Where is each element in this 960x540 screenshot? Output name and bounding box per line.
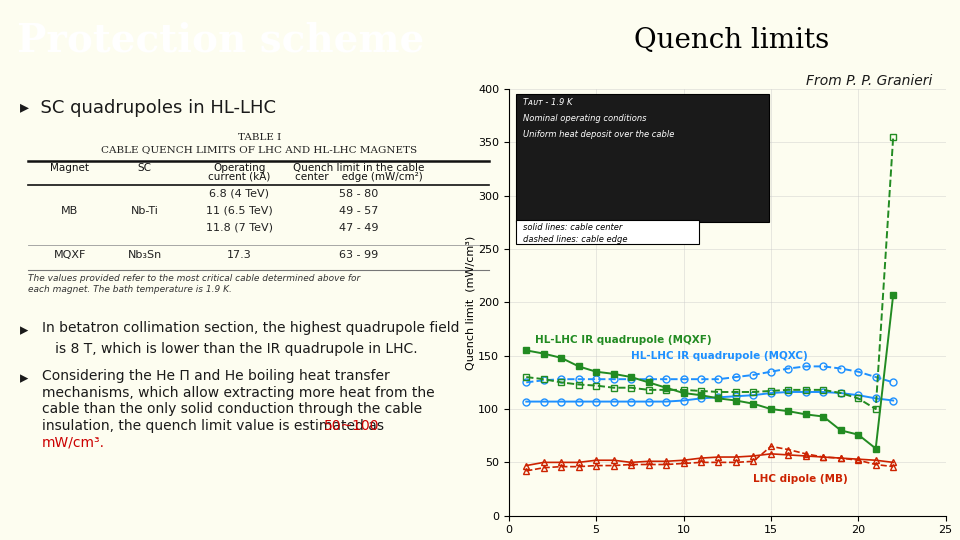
Text: In betatron collimation section, the highest quadrupole field
   is 8 T, which i: In betatron collimation section, the hig… bbox=[42, 321, 460, 355]
Text: mechanisms, which allow extracting more heat from the: mechanisms, which allow extracting more … bbox=[42, 386, 435, 400]
Text: Protection scheme: Protection scheme bbox=[17, 21, 424, 59]
Text: 11 (6.5 TeV): 11 (6.5 TeV) bbox=[206, 206, 273, 215]
Text: MQXF: MQXF bbox=[54, 249, 86, 260]
Text: Quench limits: Quench limits bbox=[634, 27, 828, 54]
Text: ▸: ▸ bbox=[20, 321, 29, 340]
Text: solid lines: cable center: solid lines: cable center bbox=[523, 224, 622, 233]
Text: HL-LHC IR quadrupole (MQXC): HL-LHC IR quadrupole (MQXC) bbox=[631, 351, 808, 361]
Text: 50~100: 50~100 bbox=[324, 418, 379, 433]
Text: Operating: Operating bbox=[213, 163, 266, 173]
Text: 11.8 (7 TeV): 11.8 (7 TeV) bbox=[205, 222, 273, 233]
Text: 49 - 57: 49 - 57 bbox=[339, 206, 378, 215]
Text: LHC dipole (MB): LHC dipole (MB) bbox=[754, 474, 848, 484]
Text: 63 - 99: 63 - 99 bbox=[340, 249, 378, 260]
Text: insulation, the quench limit value is estimated as: insulation, the quench limit value is es… bbox=[42, 418, 388, 433]
Text: 58 - 80: 58 - 80 bbox=[340, 189, 378, 199]
Text: 17.3: 17.3 bbox=[227, 249, 252, 260]
Text: Quench limit in the cable: Quench limit in the cable bbox=[294, 163, 424, 173]
Text: From P. P. Granieri: From P. P. Granieri bbox=[805, 74, 932, 88]
Text: 47 - 49: 47 - 49 bbox=[339, 222, 379, 233]
FancyBboxPatch shape bbox=[516, 94, 769, 222]
Text: SC: SC bbox=[137, 163, 152, 173]
FancyBboxPatch shape bbox=[516, 220, 699, 244]
Text: Uniform heat deposit over the cable: Uniform heat deposit over the cable bbox=[523, 130, 674, 139]
Text: Tᴀᴜᴛ - 1.9 K: Tᴀᴜᴛ - 1.9 K bbox=[523, 98, 572, 106]
Text: CABLE QUENCH LIMITS OF LHC AND HL-LHC MAGNETS: CABLE QUENCH LIMITS OF LHC AND HL-LHC MA… bbox=[101, 145, 418, 154]
Text: MB: MB bbox=[61, 206, 79, 215]
Text: Nominal operating conditions: Nominal operating conditions bbox=[523, 113, 646, 123]
Text: ▸: ▸ bbox=[20, 369, 29, 387]
Text: ▸  SC quadrupoles in HL-LHC: ▸ SC quadrupoles in HL-LHC bbox=[20, 99, 276, 117]
Text: Nb-Ti: Nb-Ti bbox=[131, 206, 158, 215]
Text: dashed lines: cable edge: dashed lines: cable edge bbox=[523, 235, 627, 244]
Text: mW/cm³.: mW/cm³. bbox=[42, 435, 105, 449]
Y-axis label: Quench limit  (mW/cm³): Quench limit (mW/cm³) bbox=[466, 235, 475, 369]
Text: Considering the He Π and He boiling heat transfer: Considering the He Π and He boiling heat… bbox=[42, 369, 390, 383]
Text: HL-LHC IR quadrupole (MQXF): HL-LHC IR quadrupole (MQXF) bbox=[535, 335, 711, 345]
Text: TABLE I: TABLE I bbox=[238, 133, 281, 142]
Text: 6.8 (4 TeV): 6.8 (4 TeV) bbox=[209, 189, 270, 199]
Text: cable than the only solid conduction through the cable: cable than the only solid conduction thr… bbox=[42, 402, 422, 416]
Text: The values provided refer to the most critical cable determined above for
each m: The values provided refer to the most cr… bbox=[28, 274, 360, 294]
Text: center    edge (mW/cm²): center edge (mW/cm²) bbox=[295, 172, 423, 182]
Text: Magnet: Magnet bbox=[50, 163, 89, 173]
Text: Nb₃Sn: Nb₃Sn bbox=[128, 249, 161, 260]
Text: current (kA): current (kA) bbox=[208, 172, 271, 182]
